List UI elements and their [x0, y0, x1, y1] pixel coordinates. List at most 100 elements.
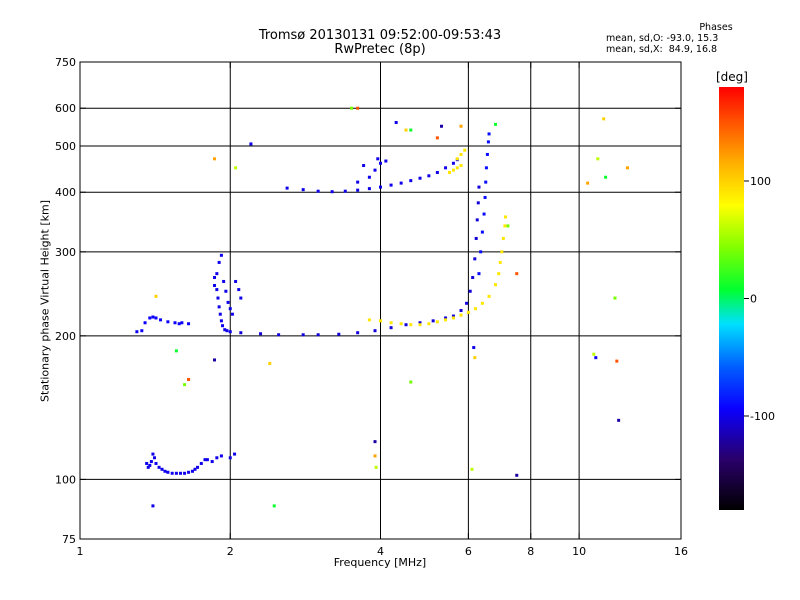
data-point — [217, 260, 221, 264]
y-axis-ticks: 75 100 200 300 400 500 600 750 — [55, 56, 681, 546]
chart-title: Tromsø 20130131 09:52:00-09:53:43 — [258, 28, 502, 43]
colorbar-unit-label: [deg] — [716, 70, 748, 84]
data-point — [586, 181, 590, 185]
data-point — [409, 128, 413, 132]
data-point — [174, 349, 178, 353]
data-point — [459, 308, 463, 312]
data-point — [418, 176, 422, 180]
data-point — [173, 321, 177, 325]
data-point — [219, 253, 223, 257]
data-point — [497, 272, 501, 276]
data-point — [394, 121, 398, 125]
x-tick-label: 10 — [572, 545, 586, 558]
data-point — [389, 183, 393, 187]
y-tick-label: 500 — [55, 140, 76, 153]
data-point — [409, 179, 413, 183]
data-point — [143, 321, 147, 325]
data-point — [234, 279, 238, 283]
data-point — [498, 260, 502, 264]
data-point — [379, 161, 382, 165]
data-point — [483, 195, 487, 199]
data-point — [435, 170, 439, 174]
data-point — [487, 132, 491, 136]
data-point — [362, 164, 366, 168]
data-point — [404, 323, 408, 327]
data-point — [216, 296, 220, 300]
data-point — [230, 312, 234, 316]
data-point — [409, 323, 413, 327]
data-point — [213, 358, 217, 362]
data-point — [494, 122, 498, 126]
data-point — [226, 300, 230, 304]
data-point — [203, 458, 207, 462]
data-point — [272, 504, 276, 508]
data-point — [213, 157, 217, 161]
data-point — [205, 458, 209, 462]
data-point — [239, 296, 243, 300]
data-point — [215, 456, 219, 460]
data-point — [465, 301, 469, 305]
data-point — [152, 456, 156, 460]
data-point — [466, 310, 470, 314]
data-point — [166, 470, 170, 474]
data-point — [148, 463, 152, 467]
data-point — [224, 289, 228, 293]
data-point — [594, 356, 598, 360]
data-point — [602, 117, 606, 121]
data-point — [384, 159, 388, 163]
data-point — [316, 333, 320, 337]
y-tick-label: 750 — [55, 56, 76, 69]
data-point — [503, 224, 507, 228]
data-point — [183, 471, 187, 475]
data-point — [234, 166, 238, 170]
data-point — [484, 166, 488, 170]
data-point — [389, 326, 393, 330]
data-point — [356, 180, 360, 184]
data-point — [218, 312, 222, 316]
data-point — [459, 152, 463, 156]
data-point — [477, 272, 481, 276]
x-tick-label: 8 — [527, 545, 534, 558]
y-tick-label: 300 — [55, 246, 76, 259]
data-point — [228, 307, 232, 311]
data-point — [268, 361, 272, 365]
data-point — [135, 330, 139, 334]
data-point — [477, 185, 481, 189]
data-point — [615, 359, 619, 363]
data-point — [222, 279, 226, 283]
data-point — [343, 189, 347, 193]
data-point — [213, 276, 217, 280]
data-point — [187, 470, 191, 474]
y-tick-label: 400 — [55, 186, 76, 199]
data-point — [515, 473, 519, 477]
data-point — [221, 324, 225, 328]
data-point — [468, 289, 472, 293]
data-point — [151, 315, 155, 319]
data-point — [179, 471, 183, 475]
data-point — [217, 305, 221, 309]
data-point — [474, 236, 478, 240]
data-point — [215, 288, 219, 292]
data-point — [455, 157, 459, 161]
phase-stats-o: mean, sd,O: -93.0, 15.3 — [606, 33, 719, 44]
y-axis-label: Stationary phase Virtual Height [km] — [38, 199, 52, 403]
data-point — [506, 224, 510, 228]
data-point — [399, 322, 403, 326]
data-point — [625, 166, 629, 170]
data-point — [350, 106, 354, 110]
chart-subtitle: RwPretec (8p) — [334, 42, 426, 57]
data-point — [482, 212, 486, 216]
data-point — [374, 465, 378, 469]
data-point — [503, 215, 507, 219]
data-point — [163, 469, 167, 473]
data-point — [373, 454, 377, 458]
data-point — [277, 333, 281, 337]
data-point — [389, 321, 393, 325]
data-point — [159, 318, 163, 322]
data-point — [475, 218, 479, 222]
data-point — [183, 383, 187, 387]
phase-stats-x: mean, sd,X: 84.9, 16.8 — [606, 44, 718, 55]
grid-lines — [80, 62, 681, 539]
data-point — [444, 316, 448, 320]
data-point — [451, 161, 455, 165]
